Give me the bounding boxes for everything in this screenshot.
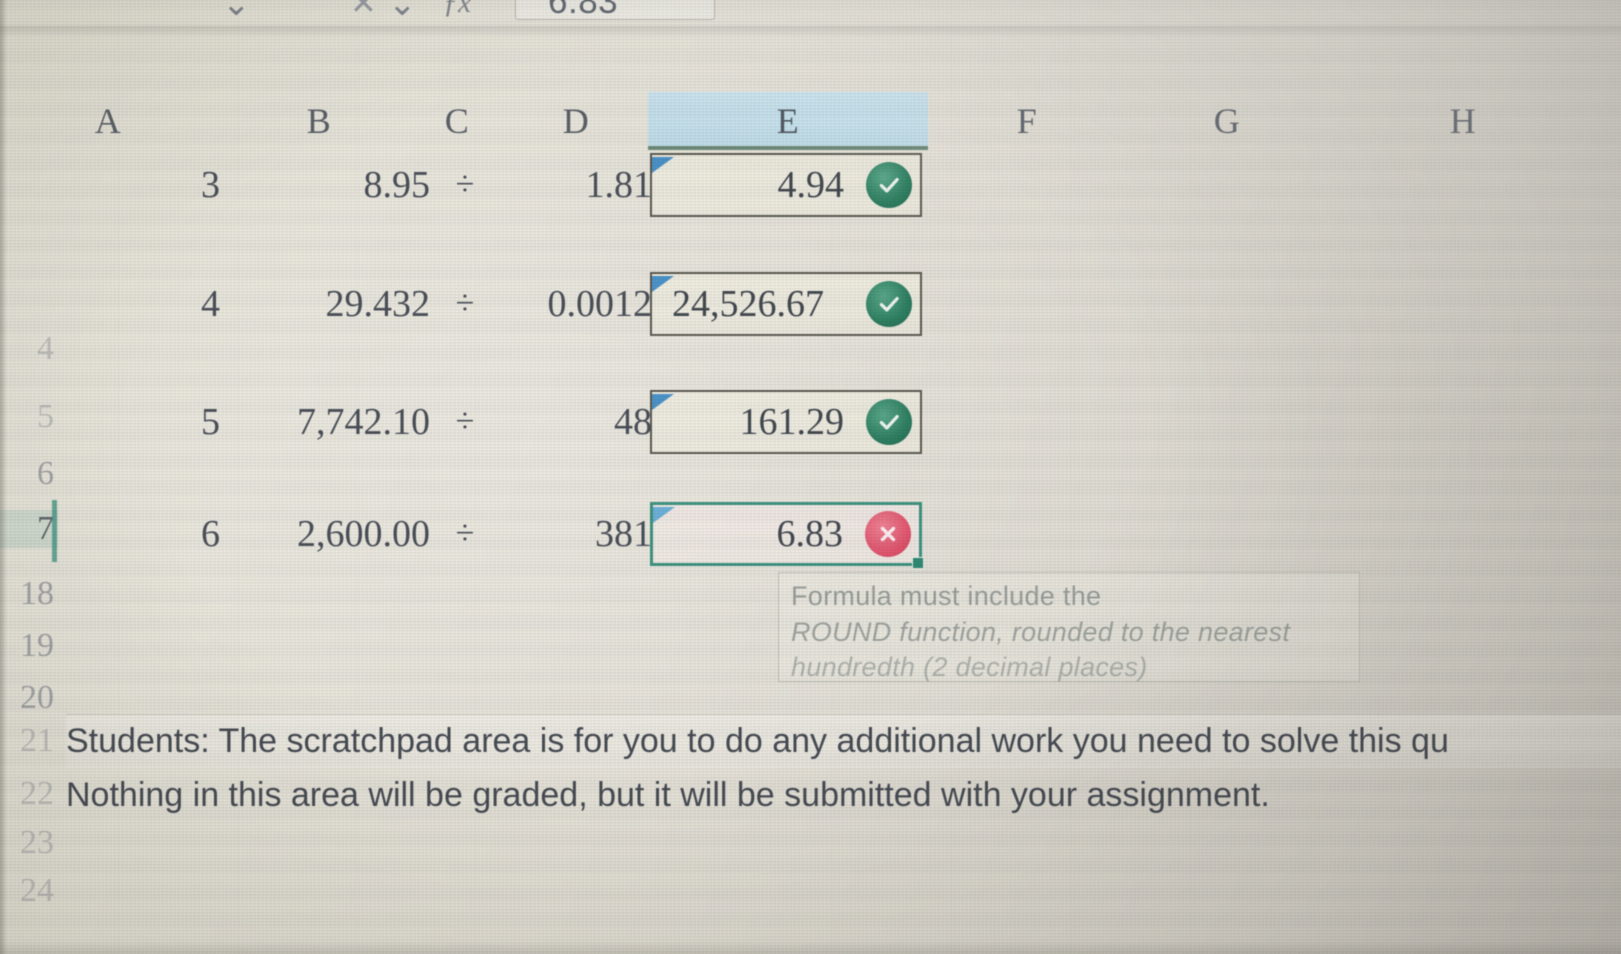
cell-c-operator[interactable]: ÷ [455,403,475,440]
scratchpad-note-line-2: Nothing in this area will be graded, but… [66,775,1270,814]
row-header[interactable]: 6 [37,455,54,492]
chevron-down-icon[interactable]: ⌄ [222,0,251,23]
photo-left-edge [0,0,7,954]
photo-bottom-edge [0,942,1621,954]
hint-line-2: ROUND function, rounded to the nearest [791,616,1291,647]
row-header[interactable]: 23 [20,824,54,861]
comment-flag-icon [652,276,674,292]
column-header-e[interactable]: E [648,92,928,150]
column-header-row: A B C D E F G H [0,92,1621,152]
column-header-g[interactable]: G [1213,101,1241,141]
hint-line-3: hundredth (2 decimal places) [791,652,1148,683]
hint-line-1: Formula must include the [791,581,1102,611]
formula-bar-value[interactable]: 6.83 [548,0,619,21]
check-circle-icon [866,399,912,445]
check-circle-icon [866,281,912,327]
cell-e-answer-selected[interactable]: 6.83 [650,502,924,569]
answer-value: 6.83 [776,513,844,555]
cell-e-answer[interactable]: 24,526.67 [650,272,922,336]
cell-d[interactable]: 1.81 [585,164,653,206]
check-circle-icon [866,162,912,208]
table-row: 5 7,742.10 ÷ 48 161.29 [0,390,1621,454]
cell-b[interactable]: 7,742.10 [297,401,430,443]
cell-b[interactable]: 2,600.00 [297,513,430,555]
row-header[interactable]: 22 [20,775,54,812]
cell-e-answer[interactable]: 4.94 [650,153,922,217]
answer-value: 24,526.67 [672,283,824,325]
chevron-down-icon[interactable]: ⌄ [388,0,417,23]
column-header-h[interactable]: H [1449,101,1477,141]
fx-icon[interactable]: ƒx [443,0,472,19]
comment-flag-icon [652,394,674,410]
table-row: 3 8.95 ÷ 1.81 4.94 [0,153,1621,217]
cell-b[interactable]: 29.432 [325,283,431,325]
scratchpad-note-line-1: Students: The scratchpad area is for you… [66,714,1621,768]
cell-c-operator[interactable]: ÷ [455,515,475,552]
formula-bar[interactable]: ⌄ ✕ ⌄ ƒx 6.83 [0,0,1621,30]
validation-hint-tooltip: Formula must include the ROUND function,… [778,572,1360,682]
x-circle-icon [865,511,911,557]
fill-handle[interactable] [912,557,924,569]
row-header[interactable]: 21 [20,722,54,759]
row-header[interactable]: 24 [20,872,54,909]
column-header-c[interactable]: C [444,101,470,141]
table-row: 6 2,600.00 ÷ 381 6.83 [0,502,1621,569]
comment-flag-icon [652,157,674,173]
cell-d[interactable]: 48 [614,401,652,443]
cancel-x-icon[interactable]: ✕ [350,0,377,21]
answer-value: 161.29 [739,401,845,443]
cell-a[interactable]: 5 [201,401,220,443]
column-header-a[interactable]: A [94,101,122,141]
column-header-b[interactable]: B [306,101,332,141]
row-header[interactable]: 18 [20,575,54,612]
row-header[interactable]: 19 [20,627,54,664]
cell-d[interactable]: 381 [595,513,652,555]
cell-c-operator[interactable]: ÷ [455,285,475,322]
answer-value: 4.94 [777,164,845,206]
cell-a[interactable]: 4 [201,283,220,325]
table-row: 4 29.432 ÷ 0.0012 24,526.67 [0,272,1621,336]
cell-d[interactable]: 0.0012 [547,283,653,325]
cell-a[interactable]: 6 [201,513,220,555]
row-header[interactable]: 20 [20,679,54,716]
cell-e-answer[interactable]: 161.29 [650,390,922,454]
cell-b[interactable]: 8.95 [363,164,431,206]
column-header-d[interactable]: D [562,101,590,141]
cell-a[interactable]: 3 [201,164,220,206]
column-header-f[interactable]: F [1016,101,1038,141]
comment-flag-icon [653,507,675,523]
cell-c-operator[interactable]: ÷ [455,166,475,203]
